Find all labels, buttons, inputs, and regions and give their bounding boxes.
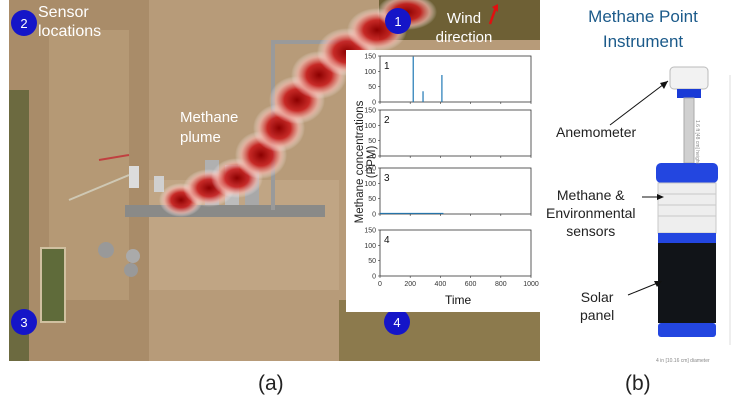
plume-label: Methane plume [180, 109, 239, 146]
x-tick-label: 600 [465, 281, 477, 288]
y-tick-label: 150 [364, 54, 376, 61]
x-axis-label: Time [445, 293, 472, 307]
height-note: 1.6 ft [48 cm] height [694, 120, 700, 164]
subplot-frame-2 [379, 109, 532, 157]
instrument-drawing [609, 66, 731, 345]
y-tick-label: 100 [364, 69, 376, 76]
sensor-marker-4: 4 [384, 309, 410, 335]
x-tick-label: 800 [495, 281, 507, 288]
y-tick-label: 100 [364, 181, 376, 188]
y-tick-label: 50 [368, 84, 376, 91]
sensor-locations-label: Sensor locations [38, 4, 102, 40]
y-tick-label: 100 [364, 243, 376, 250]
y-tick-label: 50 [368, 138, 376, 145]
wind-direction-label: Wind direction [435, 10, 493, 46]
subplot-frame-4 [379, 229, 532, 277]
anemometer-label: Anemometer [556, 124, 637, 140]
solar-panel-body [658, 243, 716, 323]
y-tick-label: 150 [364, 108, 376, 115]
subplot-label-2: 2 [384, 115, 390, 126]
mid-band [658, 233, 716, 243]
instrument-mast [683, 97, 695, 164]
subplot-frame-3 [379, 167, 532, 215]
concentration-chart: 1 0 50 100 150 2 0 50 100 150 3 0 50 100 150 4 0 50 100 150… [364, 54, 539, 289]
subplot-frame-1 [379, 55, 532, 103]
x-tick-label: 200 [404, 281, 416, 288]
y-tick-label: 0 [372, 212, 376, 219]
anemometer-head [669, 66, 709, 90]
top-cap [656, 163, 718, 183]
caption-a: (a) [258, 372, 284, 395]
caption-b: (b) [625, 372, 651, 395]
x-tick-label: 400 [435, 281, 447, 288]
sensor-marker-2: 2 [11, 10, 37, 36]
diameter-note: 4 in [10.16 cm] diameter [656, 358, 710, 364]
sensor-housing [657, 182, 717, 234]
instrument-title: Methane Point Instrument [588, 7, 698, 51]
sensors-label: Methane & Environmental sensors [546, 187, 636, 239]
sensor-marker-3: 3 [11, 309, 37, 335]
anemometer-collar [677, 89, 701, 98]
x-tick-label: 0 [378, 281, 382, 288]
x-tick-label: 1000 [523, 281, 539, 288]
y-axis-label: Methane concentrations (PPM) [354, 100, 378, 224]
y-tick-label: 100 [364, 123, 376, 130]
y-tick-label: 0 [372, 100, 376, 107]
y-tick-label: 150 [364, 166, 376, 173]
y-tick-label: 150 [364, 228, 376, 235]
base-cap [658, 323, 716, 337]
subplot-label-1: 1 [384, 61, 390, 72]
solar-panel-label: Solar panel [580, 289, 615, 323]
y-tick-label: 50 [368, 196, 376, 203]
subplot-label-3: 3 [384, 173, 390, 184]
subplot-label-4: 4 [384, 235, 390, 246]
y-tick-label: 0 [372, 154, 376, 161]
y-tick-label: 50 [368, 258, 376, 265]
y-tick-label: 0 [372, 274, 376, 281]
sensor-marker-1: 1 [385, 8, 411, 34]
